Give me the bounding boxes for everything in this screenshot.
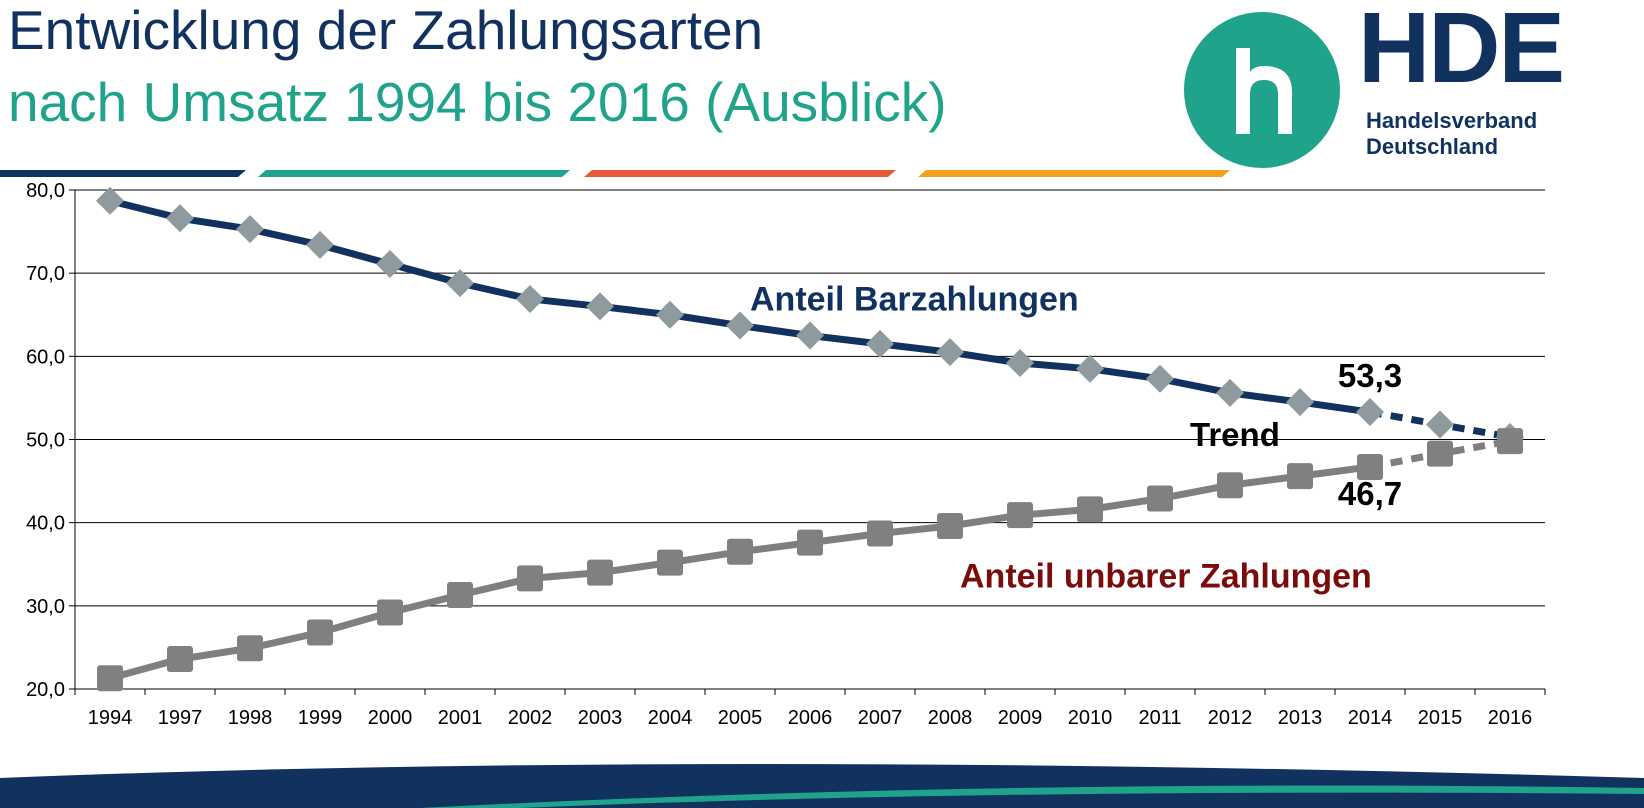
data-point-diamond [1356,398,1384,427]
y-tick-label: 40,0 [26,513,65,535]
x-tick-label: 2000 [368,707,413,729]
data-point-square [1287,463,1313,490]
trend-label: Trend [1190,416,1280,453]
data-point-diamond [866,329,894,358]
payment-types-line-chart: 80,0 70,0 60,0 50,0 40,0 30,0 20,0 1994 1997 1998… [0,170,1546,729]
page-subtitle: nach Umsatz 1994 bis 2016 (Ausblick) [8,71,947,133]
stripe-navy [0,170,246,177]
logo-subtitle-line1: Handelsverband [1366,108,1538,133]
data-point-square [1147,485,1173,512]
x-tick-label: 2008 [928,707,973,729]
y-tick-label: 60,0 [26,346,65,368]
x-tick-label: 2002 [508,707,553,729]
data-point-square [167,646,193,673]
data-point-diamond [236,215,264,244]
logo-circle-icon [1184,12,1340,168]
series-line-solid [109,197,1371,416]
data-point-diamond [166,204,194,233]
data-point-diamond [726,311,754,340]
data-point-diamond [796,321,824,350]
data-point-square [447,582,473,609]
data-point-diamond [376,250,404,279]
x-tick-label: 2009 [998,707,1043,729]
series-label: Anteil Barzahlungen [750,281,1079,319]
data-point-square [1077,496,1103,523]
data-point-diamond [1286,388,1314,417]
data-point-square [517,565,543,592]
x-tick-label: 2012 [1208,707,1253,729]
x-tick-label: 1999 [298,707,343,729]
data-point-square [587,559,613,586]
data-point-diamond [1216,378,1244,407]
data-point-diamond [446,269,474,298]
data-point-square [1357,453,1383,480]
y-tick-label: 30,0 [26,596,65,618]
data-point-square [377,599,403,626]
data-label: 46,7 [1338,475,1402,512]
stripe-orange_red [584,170,896,177]
x-tick-label: 2006 [788,707,833,729]
logo-subtitle: Handelsverband Deutschland [1366,108,1537,160]
data-point-square [97,665,123,692]
data-point-diamond [1426,410,1454,439]
chart-annotations: Anteil Barzahlungen Anteil unbarer Zahlun… [750,281,1402,596]
y-tick-label: 20,0 [26,679,65,701]
data-point-square [657,549,683,576]
x-tick-label: 2015 [1418,707,1463,729]
data-point-diamond [656,300,684,329]
hde-logo: HDE Handelsverband Deutschland [1180,0,1640,175]
data-point-diamond [306,230,334,259]
page-title: Entwicklung der Zahlungsarten [8,0,764,61]
logo-subtitle-line2: Deutschland [1366,134,1499,159]
x-tick-label: 1997 [158,707,203,729]
y-tick-label: 70,0 [26,263,65,285]
data-point-square [237,635,263,662]
stripe-orange [918,170,1230,177]
data-point-diamond [96,186,124,215]
stripe-teal [258,170,570,177]
logo-wordmark: HDE [1358,0,1565,104]
data-point-diamond [586,292,614,321]
x-tick-label: 2011 [1138,707,1181,729]
x-tick-label: 2016 [1488,707,1533,729]
x-tick-label: 2013 [1278,707,1323,729]
data-point-diamond [1146,364,1174,393]
x-tick-label: 1998 [228,707,273,729]
x-tick-label: 1994 [88,707,133,729]
data-point-square [937,512,963,539]
y-tick-label: 80,0 [26,180,65,202]
data-point-square [727,538,753,565]
chart-series [96,186,1524,692]
data-point-square [1217,472,1243,499]
data-point-square [1497,428,1523,455]
logo-h-glyph-icon [1236,48,1292,134]
data-point-diamond [936,338,964,367]
x-tick-label: 2007 [858,707,903,729]
x-tick-label: 2005 [718,707,763,729]
y-tick-label: 50,0 [26,430,65,452]
data-point-diamond [1076,354,1104,383]
data-point-square [797,529,823,556]
chart-grid [75,189,1545,690]
x-tick-label: 2003 [578,707,623,729]
data-point-square [867,520,893,547]
data-point-diamond [1006,348,1034,377]
chart-axes: 80,0 70,0 60,0 50,0 40,0 30,0 20,0 1994 1997 1998… [26,180,1546,729]
data-point-square [1007,502,1033,529]
data-point-square [1427,440,1453,467]
series-label: Anteil unbarer Zahlungen [960,558,1372,596]
decor-stripes [0,170,1230,177]
data-label: 53,3 [1338,357,1402,394]
x-tick-label: 2004 [648,707,693,729]
x-tick-label: 2014 [1348,707,1393,729]
data-point-diamond [516,284,544,313]
x-tick-label: 2010 [1068,707,1113,729]
x-tick-label: 2001 [438,707,483,729]
footer-swoosh [0,764,1644,808]
data-point-square [307,619,333,646]
